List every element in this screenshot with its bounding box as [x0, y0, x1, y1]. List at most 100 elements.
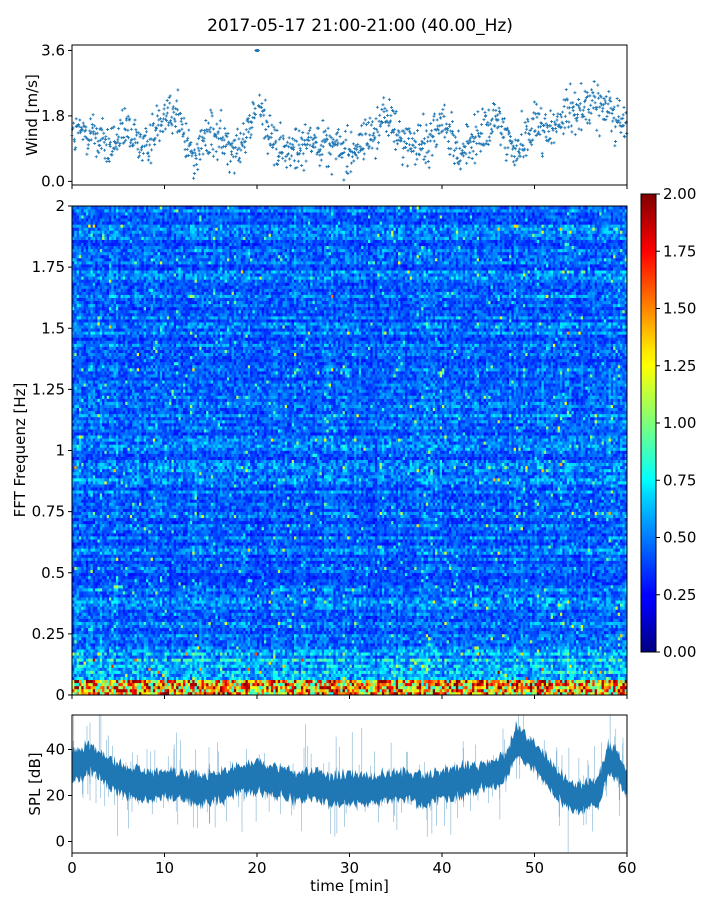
spectrogram-cell: [324, 646, 327, 649]
spectrogram-cell: [324, 683, 327, 686]
spectrogram-cell: [269, 686, 272, 689]
spectrogram-cell: [118, 652, 121, 655]
spectrogram-cell: [488, 655, 491, 658]
spectrogram-cell: [495, 661, 498, 664]
spectrogram-cell: [530, 661, 533, 664]
spectrogram-cell: [289, 646, 292, 649]
spectrogram-cell: [287, 689, 290, 692]
spectrogram-cell: [444, 637, 447, 640]
spectrogram-cell: [102, 652, 105, 655]
spectrogram-cell: [306, 664, 309, 667]
spectrogram-cell: [306, 661, 309, 664]
spectrogram-cell: [444, 680, 447, 683]
spectrogram-cell: [208, 637, 211, 640]
spectrogram-cell: [310, 671, 313, 674]
spectrogram-cell: [88, 640, 91, 643]
spectrogram-cell: [185, 667, 188, 670]
spectrogram-cell: [276, 637, 279, 640]
spectrogram-cell: [102, 680, 105, 683]
spectrogram-cell: [479, 683, 482, 686]
spectrogram-cell: [442, 640, 445, 643]
spectrogram-cell: [97, 661, 100, 664]
spectrogram-cell: [588, 667, 591, 670]
spectrogram-cell: [433, 689, 436, 692]
spectrogram-cell: [421, 667, 424, 670]
spectrogram-cell: [528, 649, 531, 652]
spectrogram-cell: [498, 689, 501, 692]
spectrogram-cell: [424, 640, 427, 643]
spectrogram-cell: [541, 655, 544, 658]
spectrogram-cell: [493, 664, 496, 667]
spectrogram-cell: [331, 643, 334, 646]
spectrogram-cell: [361, 680, 364, 683]
spectrogram-cell: [514, 680, 517, 683]
spectrogram-cell: [377, 643, 380, 646]
spectrogram-cell: [84, 655, 87, 658]
spectrogram-cell: [146, 667, 149, 670]
spectrogram-cell: [421, 652, 424, 655]
spectrogram-cell: [137, 652, 140, 655]
spectrogram-cell: [595, 667, 598, 670]
spectrogram-cell: [141, 640, 144, 643]
spectrogram-cell: [343, 637, 346, 640]
spectrogram-cell: [324, 664, 327, 667]
spectrogram-cell: [620, 643, 623, 646]
spectrogram-cell: [183, 683, 186, 686]
spectrogram-cell: [470, 658, 473, 661]
spectrogram-cell: [532, 661, 535, 664]
spectrogram-cell: [551, 649, 554, 652]
spectrogram-cell: [114, 637, 117, 640]
spectrogram-cell: [465, 683, 468, 686]
spectrogram-cell: [287, 637, 290, 640]
spectrogram-cell: [551, 640, 554, 643]
spectrogram-cell: [306, 683, 309, 686]
spectrogram-cell: [202, 652, 205, 655]
spectrogram-cell: [382, 649, 385, 652]
spectrogram-cell: [139, 655, 142, 658]
spectrogram-cell: [178, 640, 181, 643]
spectrogram-cell: [153, 689, 156, 692]
spectrogram-cell: [93, 674, 96, 677]
spectrogram-cell: [370, 689, 373, 692]
spectrogram-cell: [204, 680, 207, 683]
spectrogram-cell: [493, 649, 496, 652]
spectrogram-cell: [493, 674, 496, 677]
spectrogram-cell: [313, 686, 316, 689]
spectrogram-cell: [569, 643, 572, 646]
spectrogram-cell: [95, 664, 98, 667]
spectrogram-cell: [430, 686, 433, 689]
spectrogram-cell: [604, 680, 607, 683]
spectrogram-cell: [315, 652, 318, 655]
spectrogram-cell: [336, 680, 339, 683]
spectrogram-cell: [548, 667, 551, 670]
spectrogram-cell: [343, 658, 346, 661]
spectrogram-cell: [585, 671, 588, 674]
spectrogram-cell: [220, 677, 223, 680]
spectrogram-cell: [215, 649, 218, 652]
spectrogram-cell: [144, 674, 147, 677]
spectrogram-cell: [461, 658, 464, 661]
spectrogram-cell: [204, 658, 207, 661]
spectrogram-cell: [405, 661, 408, 664]
spectrogram-cell: [553, 661, 556, 664]
spectrogram-cell: [407, 661, 410, 664]
spectrogram-cell: [525, 649, 528, 652]
spectrogram-cell: [426, 677, 429, 680]
spectrogram-cell: [285, 661, 288, 664]
spectrogram-cell: [569, 686, 572, 689]
spectrogram-cell: [248, 680, 251, 683]
spectrogram-cell: [504, 686, 507, 689]
spectrogram-cell: [615, 680, 618, 683]
spectrogram-cell: [356, 637, 359, 640]
spectrogram-cell: [585, 646, 588, 649]
spectrogram-cell: [417, 671, 420, 674]
spectrogram-cell: [88, 677, 91, 680]
spectrogram-cell: [169, 661, 172, 664]
spectrogram-cell: [380, 667, 383, 670]
spectrogram-cell: [442, 655, 445, 658]
spectrogram-cell: [558, 686, 561, 689]
spectrogram-cell: [514, 649, 517, 652]
spectrogram-cell: [442, 652, 445, 655]
spectrogram-cell: [599, 655, 602, 658]
spectrogram-cell: [74, 689, 77, 692]
